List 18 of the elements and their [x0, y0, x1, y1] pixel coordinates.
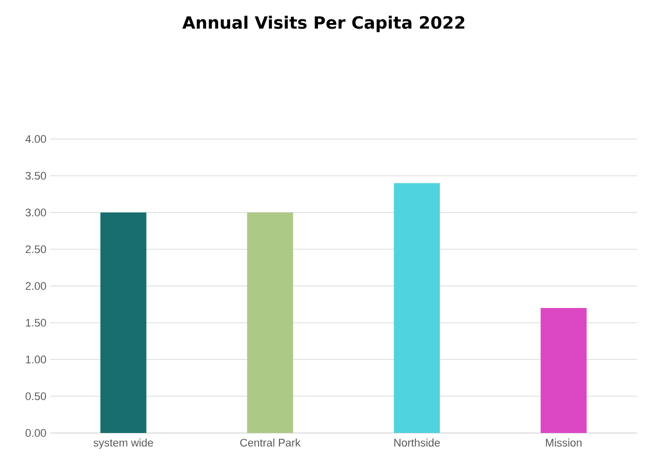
bar: [540, 308, 587, 433]
bar: [247, 212, 294, 433]
x-tick-label: Northside: [394, 438, 440, 447]
bar: [394, 183, 440, 433]
y-tick-label: 2.50: [26, 245, 46, 254]
y-tick-label: 0.00: [26, 429, 46, 437]
y-tick-label: 1.00: [26, 356, 46, 364]
y-tick-label: 0.50: [26, 392, 46, 400]
y-tick-label: 2.00: [26, 282, 46, 290]
y-tick-label: 3.50: [26, 172, 46, 180]
chart-title: Annual Visits Per Capita 2022: [182, 16, 464, 32]
x-tick-label: system wide: [94, 438, 154, 449]
y-tick-label: 3.00: [26, 208, 46, 216]
bar: [100, 212, 146, 433]
y-tick-label: 1.50: [26, 318, 46, 327]
y-tick-label: 4.00: [25, 135, 46, 143]
x-tick-label: Mission: [546, 438, 582, 447]
x-tick-label: Central Park: [240, 438, 301, 447]
